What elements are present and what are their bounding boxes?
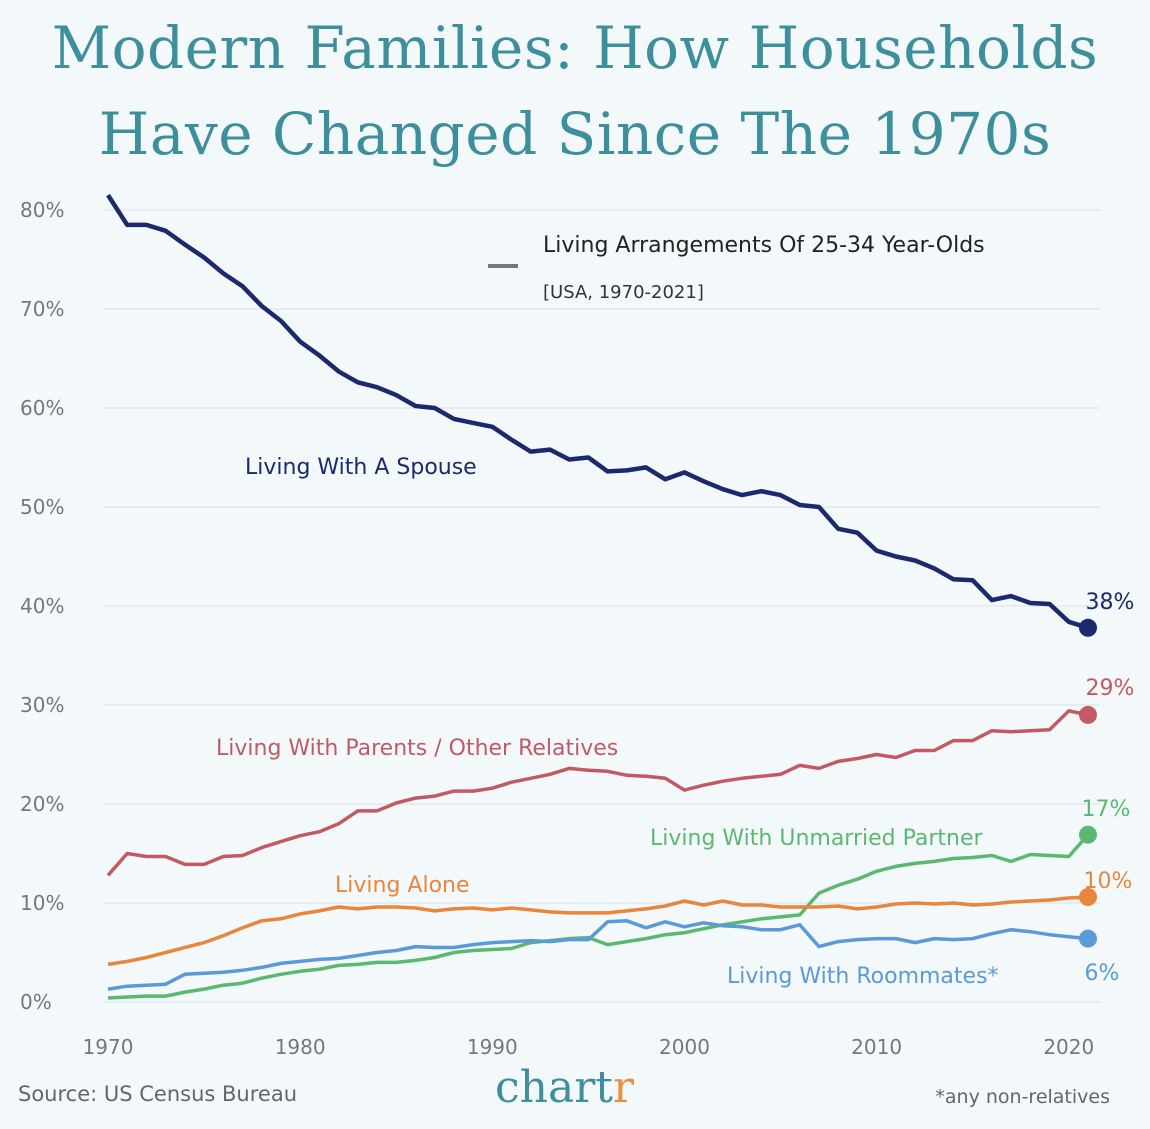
series-line <box>107 919 1089 991</box>
series-end-point <box>1079 705 1097 724</box>
footnote: *any non-relatives <box>935 1086 1110 1108</box>
chart-title-line-1: Modern Families: How Households <box>51 14 1099 82</box>
x-tick-label: 1970 <box>83 1035 134 1059</box>
series-end-point <box>1079 929 1097 948</box>
series-end-point <box>1079 888 1097 907</box>
series-end-point <box>1079 618 1097 637</box>
y-tick-label: 30% <box>20 693 64 717</box>
legend-title: Living Arrangements Of 25-34 Year-Olds <box>543 233 985 258</box>
series-end-label: 17% <box>1082 797 1131 822</box>
series-label: Living With Unmarried Partner <box>650 826 984 851</box>
series-end-label: 10% <box>1084 869 1133 894</box>
x-tick-label: 1980 <box>275 1035 326 1059</box>
series-line <box>106 709 1089 877</box>
x-tick-label: 1990 <box>467 1035 518 1059</box>
y-tick-label: 80% <box>20 198 64 222</box>
x-tick-label: 2010 <box>851 1035 902 1059</box>
grid <box>103 209 1100 1003</box>
x-tick-label: 2000 <box>659 1035 710 1059</box>
series-end-label: 38% <box>1086 590 1135 615</box>
legend: Living Arrangements Of 25-34 Year-Olds [… <box>488 233 985 303</box>
chart-title-line-2: Have Changed Since The 1970s <box>98 100 1052 168</box>
series-label: Living Alone <box>335 873 470 898</box>
series-label: Living With A Spouse <box>245 455 477 480</box>
series-line <box>107 895 1089 967</box>
series-labels: Living With A Spouse 38% Living With Paren… <box>216 455 1134 989</box>
series-end-label: 6% <box>1085 961 1120 986</box>
y-tick-label: 0% <box>20 990 52 1014</box>
y-tick-label: 50% <box>20 495 64 519</box>
series-end-label: 29% <box>1086 676 1135 701</box>
y-tick-label: 10% <box>20 891 64 915</box>
y-tick-label: 60% <box>20 396 64 420</box>
x-tick-label: 2020 <box>1043 1035 1094 1059</box>
brand-main: chart <box>495 1062 613 1113</box>
legend-subtitle: [USA, 1970-2021] <box>543 282 704 303</box>
series-layer <box>106 193 1097 1000</box>
series-line <box>106 193 1089 630</box>
series-label: Living With Parents / Other Relatives <box>216 736 618 761</box>
brand-logo: chartr <box>495 1062 634 1113</box>
series-end-point <box>1079 825 1097 844</box>
y-tick-label: 70% <box>20 297 64 321</box>
y-tick-label: 20% <box>20 792 64 816</box>
series-label: Living With Roommates* <box>727 964 999 989</box>
brand-accent: r <box>612 1062 634 1113</box>
x-axis: 1970 1980 1990 2000 2010 2020 <box>83 1035 1095 1059</box>
y-axis: 0% 10% 20% 30% 40% 50% 60% 70% 80% <box>20 198 64 1014</box>
series-line <box>107 833 1090 1000</box>
source-note: Source: US Census Bureau <box>18 1082 297 1106</box>
y-tick-label: 40% <box>20 594 64 618</box>
